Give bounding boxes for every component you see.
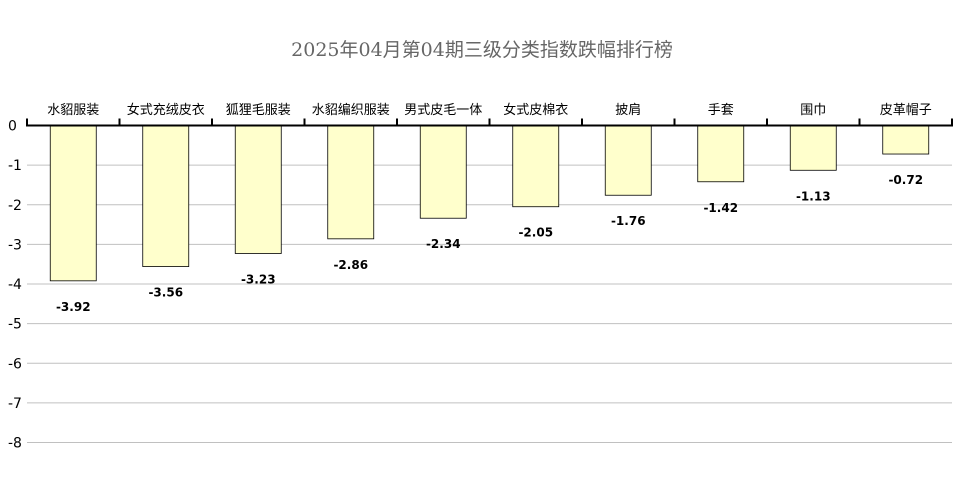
y-tick-label: -4 <box>8 277 22 293</box>
category-label: 女式皮棉衣 <box>503 102 568 118</box>
category-label: 围巾 <box>800 103 826 118</box>
category-label: 水貂编织服装 <box>312 103 390 118</box>
data-label: -1.76 <box>611 214 646 228</box>
data-label: -2.05 <box>518 226 553 240</box>
y-tick-label: -1 <box>8 158 22 174</box>
category-labels: 水貂服装 女式充绒皮衣 狐狸毛服装 水貂编织服装 男式皮毛一体 女式皮棉衣 披肩 手套 围巾 皮革… <box>47 102 932 118</box>
bar <box>512 125 560 208</box>
data-label: -3.56 <box>148 286 183 300</box>
y-tick-label: -5 <box>8 317 22 333</box>
y-tick-label: -7 <box>8 396 22 412</box>
bar <box>49 125 97 282</box>
category-label: 狐狸毛服装 <box>226 103 291 118</box>
bar <box>142 125 190 267</box>
bar <box>697 125 745 183</box>
data-label: -3.23 <box>241 272 276 286</box>
category-label: 女式充绒皮衣 <box>127 102 205 118</box>
data-label: -1.13 <box>796 189 831 203</box>
category-label: 皮革帽子 <box>880 102 932 118</box>
y-tick-label: -8 <box>8 436 22 452</box>
category-label: 水貂服装 <box>47 103 99 118</box>
bars <box>49 125 930 282</box>
data-label: -2.86 <box>333 258 368 272</box>
data-label: -1.42 <box>703 201 738 215</box>
category-label: 男式皮毛一体 <box>404 103 482 118</box>
category-label: 手套 <box>708 102 734 118</box>
x-axis <box>26 118 953 127</box>
bar <box>604 125 652 196</box>
y-tick-label: 0 <box>8 119 17 135</box>
data-label: -3.92 <box>56 300 91 314</box>
bar <box>789 125 837 171</box>
bar <box>419 125 467 219</box>
chart-title: 2025年04月第04期三级分类指数跌幅排行榜 <box>291 39 673 61</box>
y-tick-label: -3 <box>8 237 22 253</box>
data-labels: -3.92 -3.56 -3.23 -2.86 -2.34 -2.05 -1.76 -1.42… <box>56 173 923 314</box>
bar <box>327 125 375 240</box>
data-label: -2.34 <box>426 237 461 251</box>
category-label: 披肩 <box>615 102 641 118</box>
bar <box>234 125 282 254</box>
y-axis: 0 -1 -2 -3 -4 -5 -6 -7 -8 <box>8 119 22 452</box>
y-tick-label: -6 <box>8 356 22 372</box>
bar <box>882 125 930 155</box>
y-tick-label: -2 <box>8 198 22 214</box>
data-label: -0.72 <box>888 173 923 187</box>
